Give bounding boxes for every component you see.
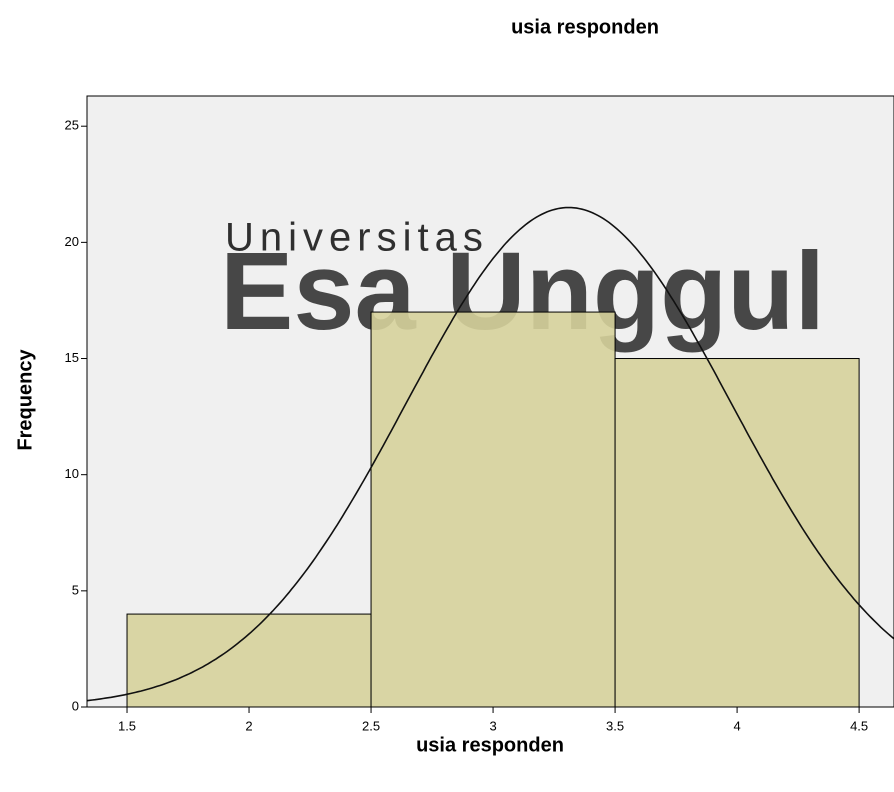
x-tick-label: 2 bbox=[245, 718, 252, 733]
x-tick-label: 4.5 bbox=[850, 718, 868, 733]
bar bbox=[614, 358, 860, 708]
y-tick-label: 15 bbox=[65, 350, 79, 365]
x-tick-label: 3.5 bbox=[606, 718, 624, 733]
bar bbox=[370, 311, 616, 708]
chart-title: usia responden bbox=[511, 16, 659, 38]
y-tick-label: 0 bbox=[72, 698, 79, 713]
watermark: Universitas bbox=[225, 216, 489, 260]
x-tick-label: 3 bbox=[489, 718, 496, 733]
x-tick-label: 2.5 bbox=[362, 718, 380, 733]
x-tick-label: 1.5 bbox=[118, 718, 136, 733]
y-tick-label: 5 bbox=[72, 582, 79, 597]
y-tick-label: 10 bbox=[65, 466, 79, 481]
bar bbox=[126, 613, 372, 708]
normal-curve bbox=[86, 206, 894, 702]
y-tick-label: 25 bbox=[65, 118, 79, 133]
y-tick-label: 20 bbox=[65, 234, 79, 249]
x-tick-label: 4 bbox=[733, 718, 740, 733]
y-axis-label: Frequency bbox=[14, 349, 36, 451]
plot-frame bbox=[86, 95, 894, 708]
marks bbox=[86, 206, 894, 708]
x-axis-label: usia responden bbox=[416, 734, 564, 756]
